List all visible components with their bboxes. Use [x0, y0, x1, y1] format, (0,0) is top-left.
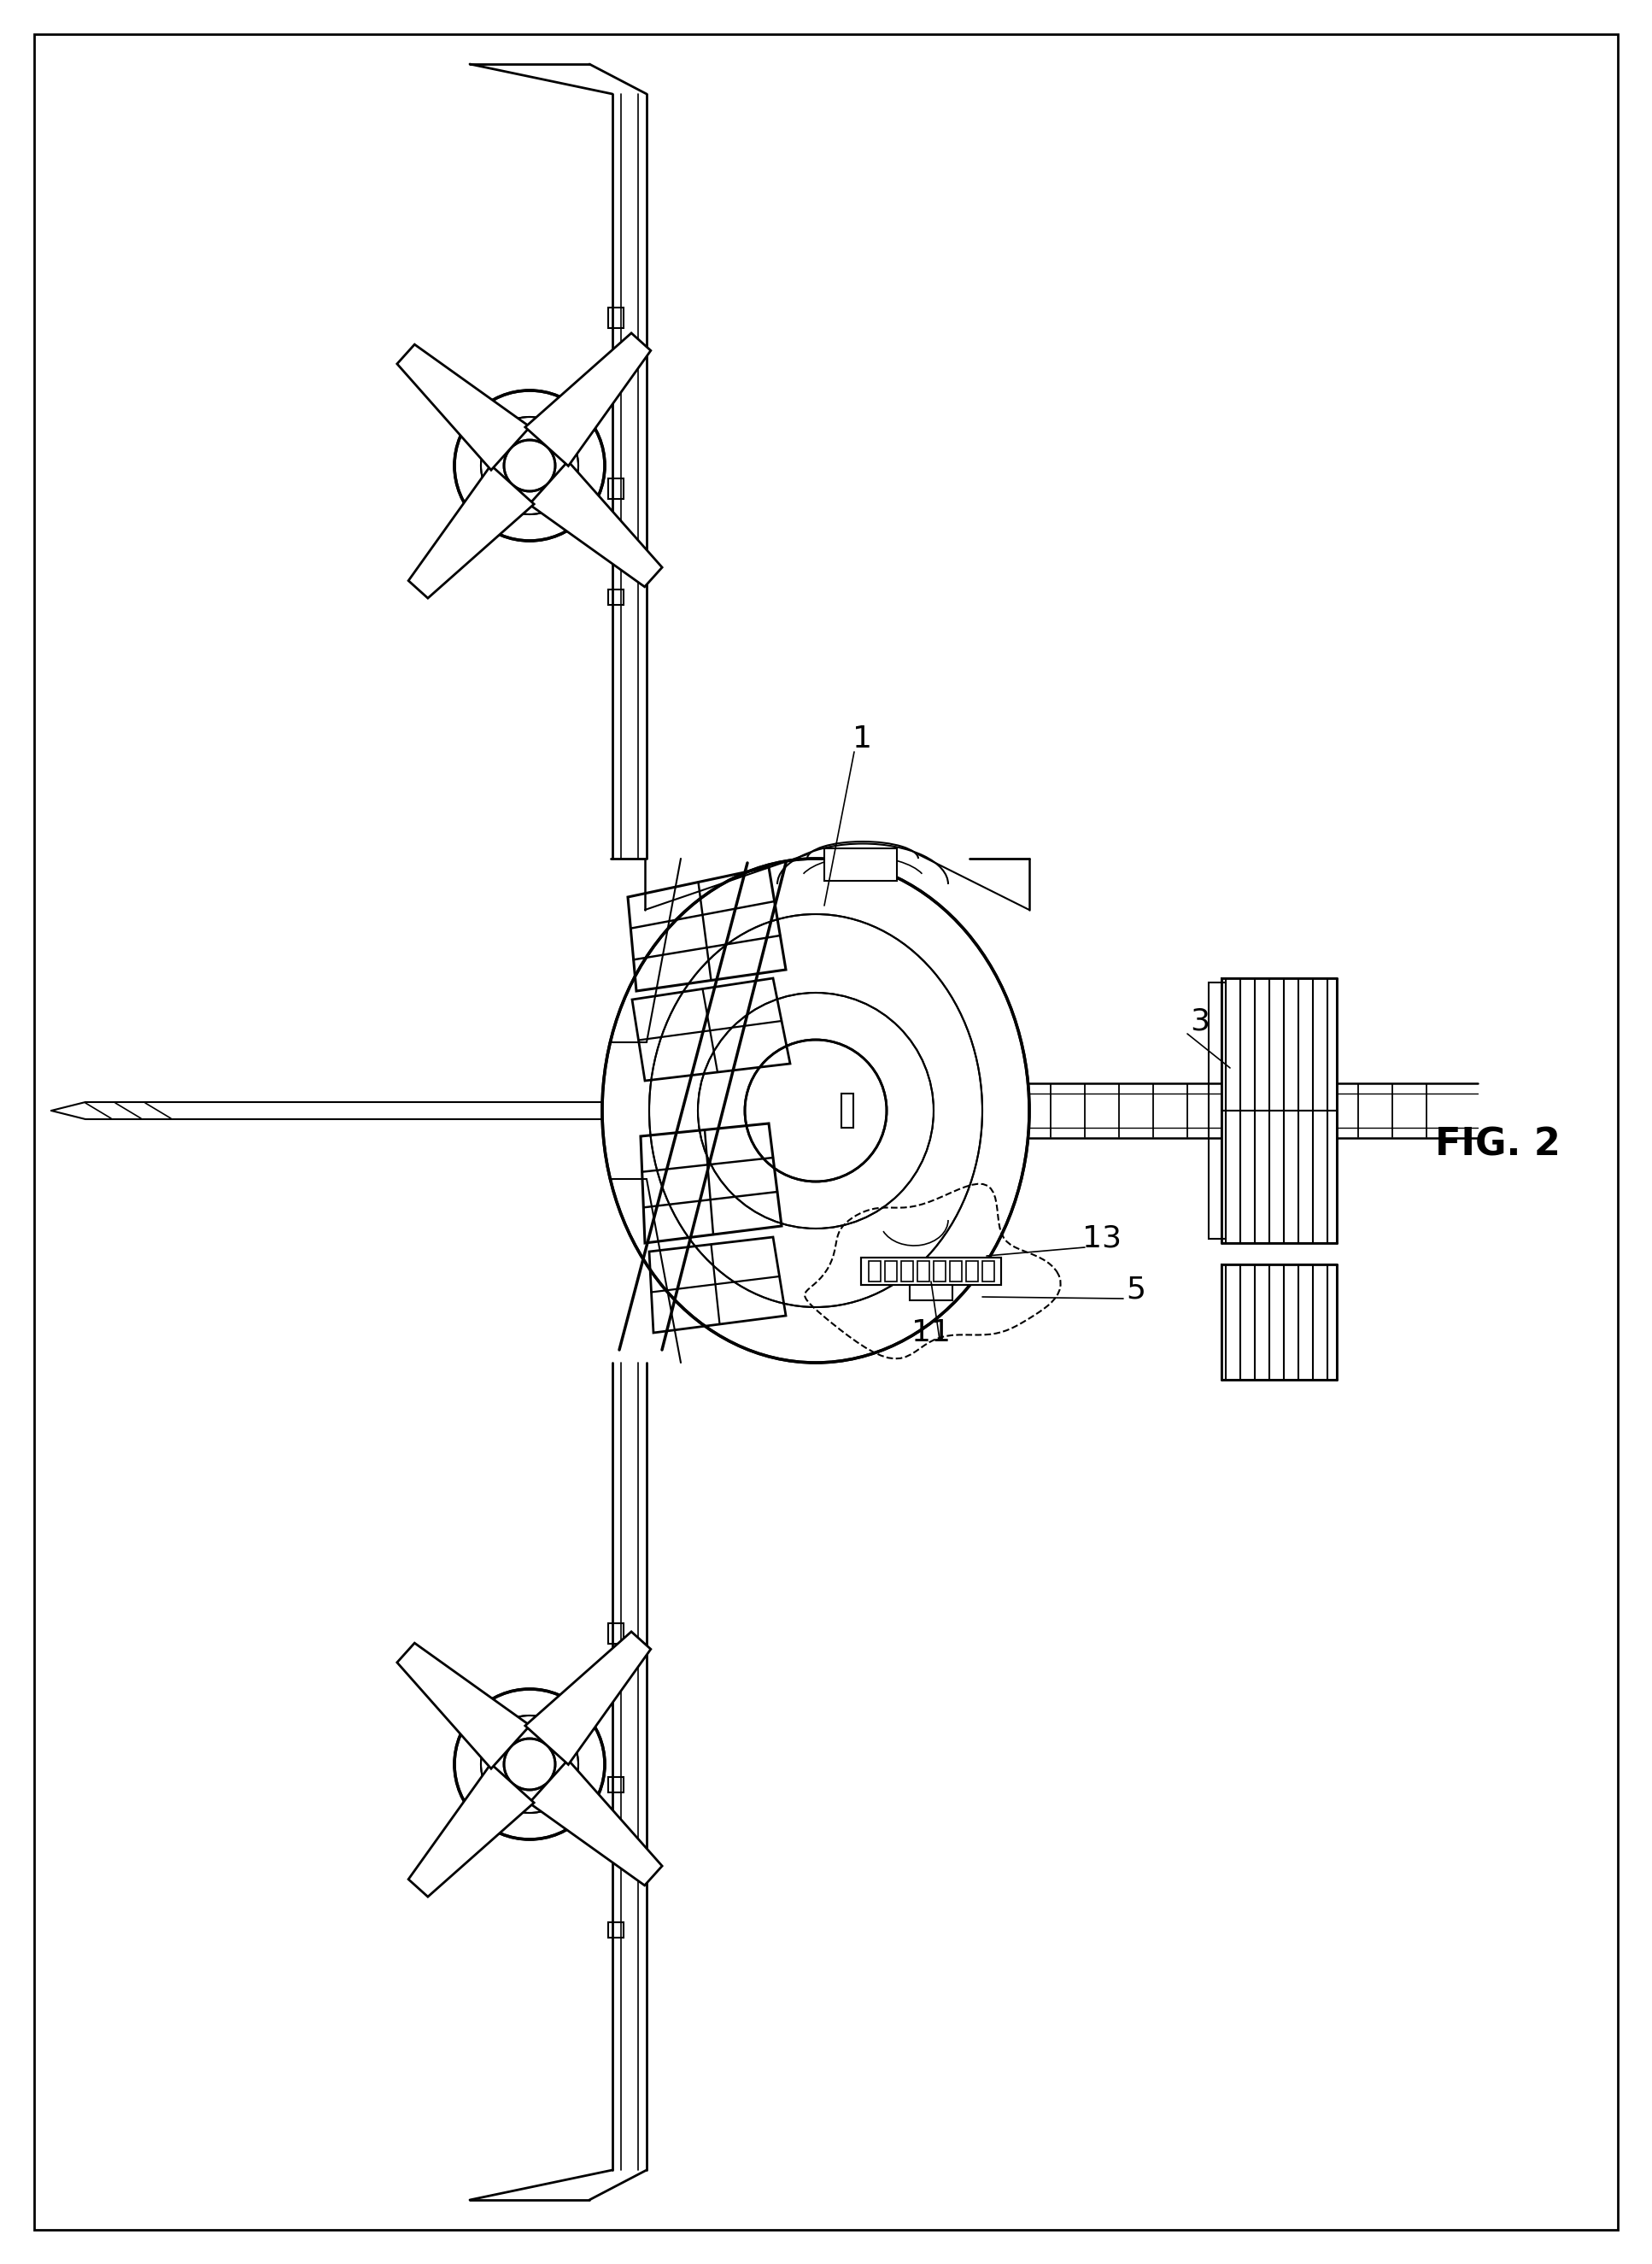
- Circle shape: [697, 992, 933, 1229]
- Bar: [983, 1261, 995, 1281]
- Bar: [902, 1261, 914, 1281]
- Text: 13: 13: [1082, 1225, 1122, 1254]
- Ellipse shape: [603, 858, 1029, 1363]
- Circle shape: [745, 1039, 887, 1182]
- Bar: [933, 1261, 945, 1281]
- Bar: [1209, 983, 1226, 1238]
- Bar: [885, 1261, 897, 1281]
- Bar: [1221, 1112, 1336, 1243]
- Circle shape: [481, 417, 578, 514]
- Bar: [966, 1261, 978, 1281]
- Polygon shape: [396, 1644, 530, 1768]
- Text: FIG. 2: FIG. 2: [1436, 1127, 1561, 1164]
- Bar: [910, 1286, 953, 1300]
- Bar: [608, 1922, 623, 1938]
- Bar: [608, 308, 623, 328]
- Bar: [1221, 978, 1336, 1112]
- Circle shape: [504, 1739, 555, 1791]
- Ellipse shape: [649, 915, 983, 1306]
- Text: 1: 1: [852, 724, 872, 754]
- Polygon shape: [396, 344, 530, 471]
- Bar: [608, 1777, 623, 1793]
- Circle shape: [454, 389, 605, 541]
- Polygon shape: [529, 462, 662, 586]
- Polygon shape: [408, 464, 534, 598]
- Bar: [950, 1261, 961, 1281]
- Circle shape: [504, 439, 555, 491]
- Bar: [917, 1261, 930, 1281]
- Bar: [861, 1257, 1001, 1286]
- Text: 11: 11: [912, 1318, 950, 1347]
- Bar: [869, 1261, 881, 1281]
- Polygon shape: [525, 333, 651, 466]
- Bar: [1221, 1263, 1336, 1379]
- Bar: [841, 1094, 854, 1127]
- Polygon shape: [529, 1759, 662, 1886]
- Circle shape: [481, 1716, 578, 1813]
- Bar: [861, 1257, 1001, 1286]
- Polygon shape: [408, 1764, 534, 1897]
- Bar: [824, 849, 897, 881]
- Bar: [608, 478, 623, 498]
- Bar: [608, 1623, 623, 1644]
- Polygon shape: [525, 1632, 651, 1764]
- Circle shape: [454, 1689, 605, 1838]
- Bar: [608, 589, 623, 604]
- Text: 3: 3: [1191, 1007, 1209, 1035]
- Text: 5: 5: [1127, 1275, 1146, 1304]
